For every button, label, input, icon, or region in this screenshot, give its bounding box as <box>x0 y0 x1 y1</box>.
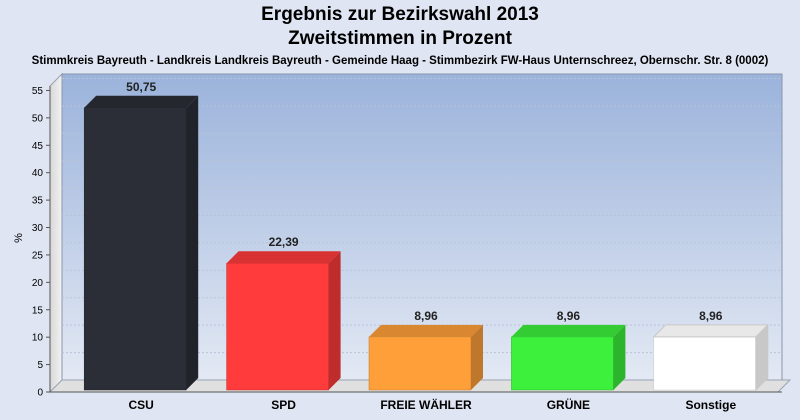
bar-sonstige <box>652 323 770 392</box>
y-tick-label: 45 <box>32 141 44 152</box>
y-tick-label: 0 <box>37 388 43 399</box>
x-tick-label: FREIE WÄHLER <box>380 397 472 412</box>
y-tick-label: 35 <box>32 196 44 207</box>
bar-csu <box>83 95 199 391</box>
bar-spd <box>226 251 341 391</box>
data-label: 8,96 <box>699 309 723 323</box>
y-tick-label: 20 <box>32 278 44 289</box>
y-tick-label: 40 <box>32 168 44 179</box>
y-tick-label: 30 <box>32 223 44 234</box>
plot-left-wall <box>49 72 63 394</box>
bar-front <box>511 336 614 391</box>
chart-subtitle: Stimmkreis Bayreuth - Landkreis Landkrei… <box>31 55 769 67</box>
bar-side <box>471 324 483 390</box>
bar-front <box>368 336 472 391</box>
bar-top <box>652 324 770 338</box>
y-tick-label: 50 <box>32 113 44 124</box>
bar-top <box>511 324 626 337</box>
x-tick-label: CSU <box>129 398 154 412</box>
data-label: 50,75 <box>126 80 156 94</box>
bar-freie-w-hler <box>368 324 483 391</box>
chart-title-2: Zweitstimmen in Prozent <box>288 28 512 49</box>
y-tick-label: 10 <box>32 333 44 344</box>
x-tick-label: SPD <box>271 398 296 412</box>
y-tick-label: 5 <box>37 360 43 371</box>
y-axis-label: % <box>13 233 25 243</box>
bar-front <box>83 107 187 391</box>
x-tick-label: GRÜNE <box>547 397 590 412</box>
bar-side <box>613 324 626 390</box>
data-label: 8,96 <box>557 309 581 323</box>
bar-gr-ne <box>511 324 626 391</box>
y-tick-label: 25 <box>32 250 44 261</box>
bar-front <box>226 262 329 391</box>
bar-side <box>186 95 199 390</box>
bar-top <box>226 251 341 264</box>
bar-front <box>653 336 757 391</box>
bar-side <box>328 251 341 390</box>
data-label: 8,96 <box>414 309 438 323</box>
data-label: 22,39 <box>269 235 299 249</box>
x-tick-label: Sonstige <box>685 398 736 412</box>
y-tick-label: 55 <box>32 86 44 97</box>
y-tick-label: 15 <box>32 305 44 316</box>
bar-top <box>84 95 199 108</box>
bar-top <box>369 324 483 337</box>
chart-title: Ergebnis zur Bezirkswahl 2013 <box>261 4 539 25</box>
